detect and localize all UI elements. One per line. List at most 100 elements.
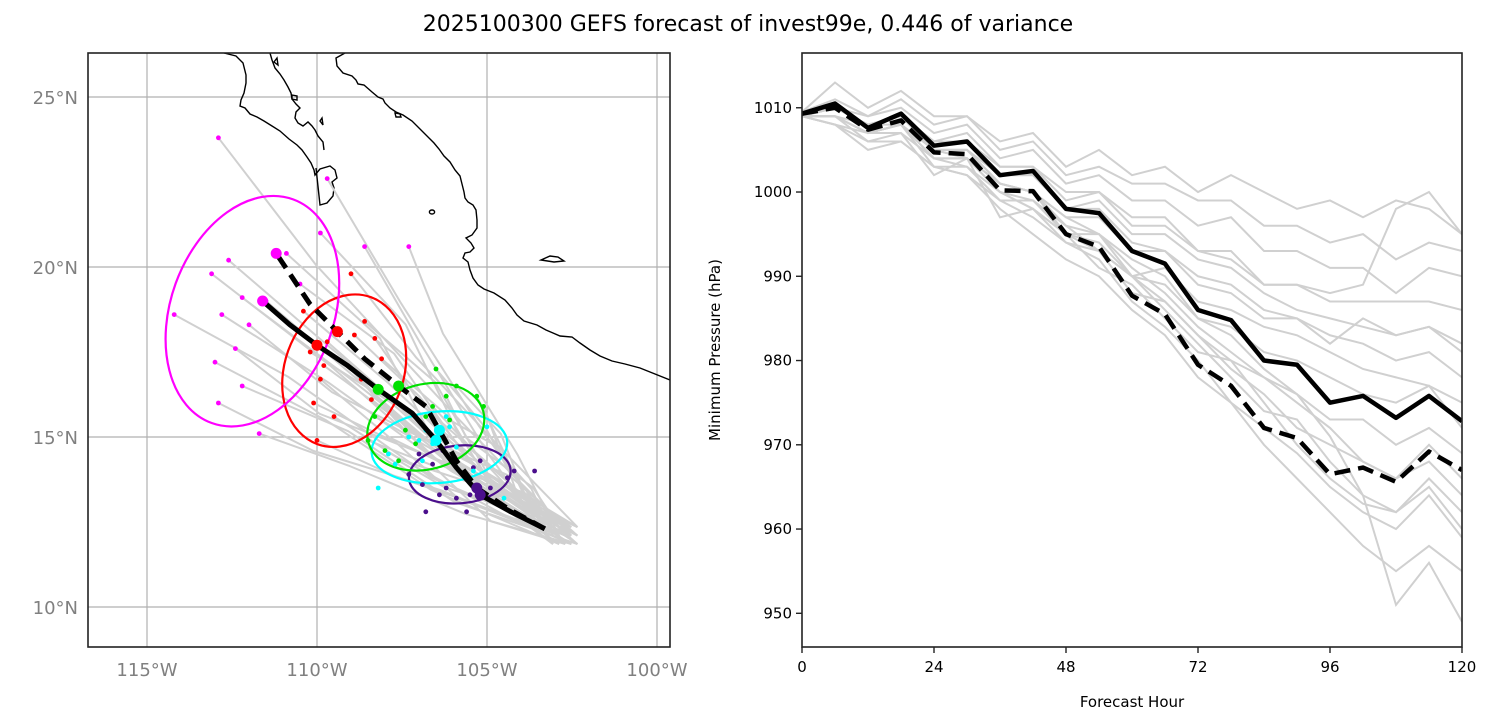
position-day4 xyxy=(301,308,306,314)
position-day5 xyxy=(216,400,221,406)
position-day2 xyxy=(416,438,422,443)
position-day5 xyxy=(406,244,412,250)
position-day3 xyxy=(403,427,408,433)
position-day2 xyxy=(484,424,490,430)
member-pressure-line xyxy=(802,115,1462,455)
position-day4 xyxy=(362,319,367,324)
position-day3 xyxy=(382,448,388,453)
member-pressure-line xyxy=(802,106,1462,295)
y-tick-label: 990 xyxy=(763,267,792,285)
position-day5 xyxy=(212,359,218,365)
position-day1 xyxy=(454,495,459,501)
position-day5 xyxy=(239,295,245,300)
island xyxy=(428,209,436,215)
position-day5 xyxy=(239,383,245,389)
x-tick-label: 96 xyxy=(1320,658,1339,676)
mean-day-marker xyxy=(471,482,483,494)
position-day1 xyxy=(505,475,510,481)
position-day4 xyxy=(321,363,327,368)
position-day1 xyxy=(467,492,473,498)
member-pressure-line xyxy=(802,98,1462,261)
position-day2 xyxy=(375,485,381,491)
y-tick-label: 960 xyxy=(763,520,792,538)
position-day5 xyxy=(219,312,225,317)
position-day3 xyxy=(447,417,452,423)
position-day1 xyxy=(443,485,449,491)
island-small xyxy=(394,112,402,118)
position-day4 xyxy=(311,400,316,406)
position-day1 xyxy=(420,482,425,487)
pressure-panel: 0 24 48 72 96 120 950 960 970 980 990 1000 1010 Fore… xyxy=(706,52,1476,711)
island-small xyxy=(291,94,298,101)
position-day5 xyxy=(216,135,221,141)
island-small xyxy=(319,116,324,126)
position-day3 xyxy=(433,366,439,372)
position-day3 xyxy=(372,414,378,419)
position-day1 xyxy=(464,509,469,515)
position-day3 xyxy=(443,393,449,399)
position-day5 xyxy=(246,322,252,328)
position-day2 xyxy=(406,434,412,440)
position-day3 xyxy=(481,404,486,409)
lat-tick-label: 20°N xyxy=(33,258,78,279)
mean-pressure-lines xyxy=(802,101,1462,485)
track-map-panel: 115°W 110°W 105°W 100°W 10°N 15°N 20°N 25°N xyxy=(33,52,688,681)
mean-day-marker xyxy=(393,380,405,392)
position-day4 xyxy=(352,332,357,338)
x-tick-label: 0 xyxy=(797,658,807,676)
member-pressure-line xyxy=(802,81,1462,235)
mean-day-marker xyxy=(433,424,445,436)
lat-tick-label: 10°N xyxy=(33,598,78,619)
position-day3 xyxy=(396,458,401,464)
mean-tracks xyxy=(257,247,546,532)
member-pressure-lines xyxy=(802,81,1462,623)
position-day2 xyxy=(443,414,449,419)
ellipse-day2 xyxy=(370,410,509,485)
position-day1 xyxy=(437,492,442,498)
member-pressure-line xyxy=(802,115,1462,311)
x-tick-label: 24 xyxy=(924,658,943,676)
position-day2 xyxy=(392,461,398,467)
lon-tick-label: 110°W xyxy=(286,660,347,681)
position-day1 xyxy=(477,458,483,464)
y-tick-label: 1010 xyxy=(754,99,792,117)
island-small xyxy=(273,56,279,67)
member-tracks xyxy=(173,137,579,546)
position-day2 xyxy=(454,444,459,450)
y-axis-label: Minimum Pressure (hPa) xyxy=(706,259,724,441)
position-day5 xyxy=(284,251,289,256)
pressure-frame xyxy=(801,52,1463,648)
position-day2 xyxy=(420,458,425,464)
lon-tick-label: 100°W xyxy=(626,660,687,681)
member-pressure-line xyxy=(802,115,1462,573)
position-day3 xyxy=(474,393,480,399)
position-day4 xyxy=(307,349,313,355)
position-day1 xyxy=(430,461,435,467)
mean-day-marker xyxy=(311,339,323,351)
lat-tick-label: 15°N xyxy=(33,428,78,449)
position-day5 xyxy=(209,271,215,277)
member-pressure-line xyxy=(802,115,1462,379)
member-pressure-line xyxy=(802,106,1462,353)
position-day2 xyxy=(501,495,507,501)
position-day1 xyxy=(406,472,412,477)
mean-day-marker xyxy=(331,326,343,338)
position-day5 xyxy=(362,244,367,250)
y-tick-label: 1000 xyxy=(754,183,792,201)
member-track xyxy=(435,368,566,528)
mean-day-marker xyxy=(372,383,384,395)
position-day3 xyxy=(423,414,429,419)
position-day1 xyxy=(488,485,493,491)
x-axis-label: Forecast Hour xyxy=(1080,693,1185,711)
y-tick-label: 970 xyxy=(763,436,792,454)
y-tick-label: 950 xyxy=(763,604,792,622)
position-day1 xyxy=(471,465,476,470)
map-frame xyxy=(87,52,671,648)
coastline xyxy=(223,53,670,381)
position-day5 xyxy=(318,230,323,236)
mean-pressure-dashed xyxy=(802,105,1462,485)
mean-track-solid xyxy=(260,299,546,532)
map-tick-labels: 115°W 110°W 105°W 100°W 10°N 15°N 20°N 25°N xyxy=(33,88,688,681)
position-day4 xyxy=(372,336,378,341)
position-day4 xyxy=(348,271,354,277)
